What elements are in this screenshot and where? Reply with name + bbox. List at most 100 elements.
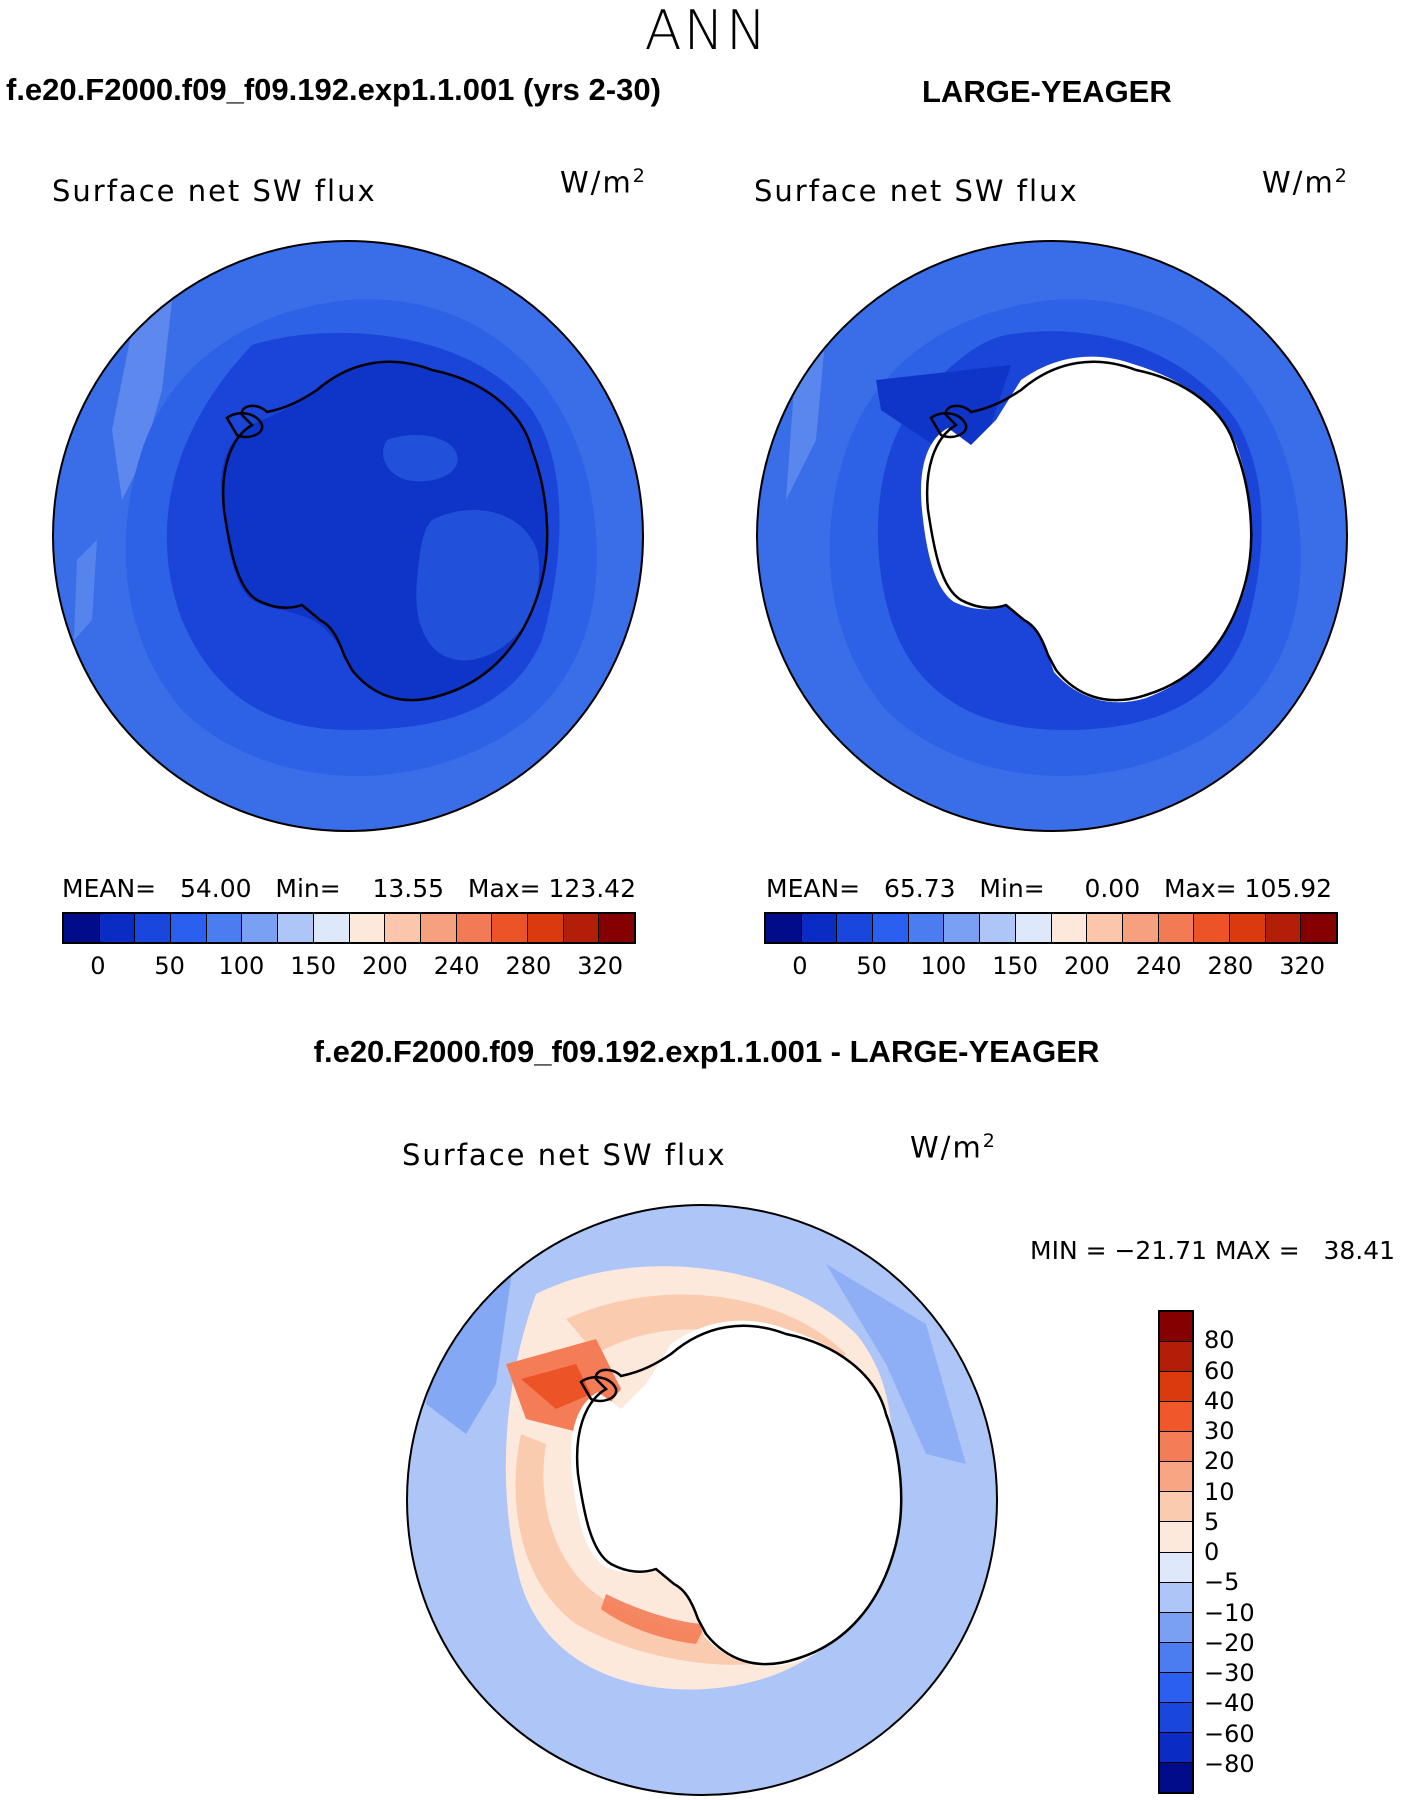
panel1-polar-map bbox=[52, 240, 644, 832]
diff-colorbar-swatch bbox=[1160, 1372, 1192, 1403]
diff-colorbar-tick-label: 40 bbox=[1204, 1386, 1235, 1415]
panel2-colorbar-swatch bbox=[1122, 914, 1159, 942]
diff-minmax: MIN = −21.71 MAX = 38.41 bbox=[1030, 1236, 1396, 1265]
diff-colorbar-swatch bbox=[1160, 1522, 1192, 1553]
panel2-colorbar-swatch bbox=[1265, 914, 1302, 942]
panel2-colorbar-tick-label: 280 bbox=[1207, 952, 1254, 980]
panel2-colorbar-swatch bbox=[944, 914, 981, 942]
panel1-colorbar-ticks: 0 50 100 150 200 240 280 320 bbox=[62, 952, 636, 982]
diff-colorbar-swatch bbox=[1160, 1462, 1192, 1493]
panel1-colorbar-swatch bbox=[313, 914, 350, 942]
diff-colorbar-tick-label: 10 bbox=[1204, 1477, 1235, 1506]
diff-colorbar-tick-label: 60 bbox=[1204, 1356, 1235, 1385]
panel1-colorbar-swatch bbox=[349, 914, 386, 942]
panel2-colorbar-swatch bbox=[1051, 914, 1088, 942]
panel1-colorbar-tick-label: 320 bbox=[577, 952, 624, 980]
season-title: ANN bbox=[644, 0, 769, 62]
panel1-colorbar-tick-label: 240 bbox=[433, 952, 480, 980]
panel2-colorbar-swatch bbox=[908, 914, 945, 942]
panel1-colorbar-swatch bbox=[242, 914, 279, 942]
panel2-variable: Surface net SW flux bbox=[754, 174, 1079, 208]
diff-colorbar-tick-label: −5 bbox=[1204, 1568, 1240, 1597]
diff-colorbar-swatch bbox=[1160, 1762, 1192, 1792]
panel1-colorbar-tick-label: 0 bbox=[90, 952, 106, 980]
panel2-units: W/m2 bbox=[1262, 165, 1349, 200]
panel1-colorbar-tick-label: 100 bbox=[218, 952, 265, 980]
panel1-colorbar-swatch bbox=[527, 914, 564, 942]
panel1-colorbar-tick-label: 50 bbox=[154, 952, 185, 980]
case-title-model: f.e20.F2000.f09_f09.192.exp1.1.001 (yrs … bbox=[6, 72, 661, 107]
panel1-units: W/m2 bbox=[560, 165, 647, 200]
case-title-obs: LARGE-YEAGER bbox=[922, 74, 1172, 109]
diff-colorbar-tick-label: −10 bbox=[1204, 1598, 1255, 1627]
panel2-stats: MEAN= 65.73 Min= 0.00 Max= 105.92 bbox=[766, 874, 1333, 903]
panel1-colorbar-tick-label: 280 bbox=[505, 952, 552, 980]
diff-colorbar bbox=[1158, 1310, 1194, 1794]
panel2-colorbar-tick-label: 100 bbox=[920, 952, 967, 980]
panel1-colorbar-swatch bbox=[206, 914, 243, 942]
diff-colorbar-tick-label: −80 bbox=[1204, 1749, 1255, 1778]
diff-colorbar-tick-label: 80 bbox=[1204, 1326, 1235, 1355]
panel1-colorbar-tick-label: 200 bbox=[361, 952, 408, 980]
diff-colorbar-swatch bbox=[1160, 1642, 1192, 1673]
panel1-colorbar-swatch bbox=[278, 914, 314, 942]
diff-colorbar-tick-label: −30 bbox=[1204, 1659, 1255, 1687]
diff-colorbar-swatch bbox=[1160, 1492, 1192, 1523]
panel1-stats: MEAN= 54.00 Min= 13.55 Max= 123.42 bbox=[62, 874, 636, 903]
panel2-colorbar-swatch bbox=[1158, 914, 1195, 942]
diff-polar-map bbox=[406, 1204, 998, 1796]
panel1-colorbar-tick-label: 150 bbox=[290, 952, 337, 980]
diff-colorbar-swatch bbox=[1160, 1672, 1192, 1703]
panel1-colorbar-swatch bbox=[492, 914, 528, 942]
panel1-colorbar-swatch bbox=[135, 914, 172, 942]
diff-colorbar-swatch bbox=[1160, 1312, 1192, 1343]
panel1-colorbar-swatch bbox=[599, 914, 634, 942]
panel2-colorbar-swatch bbox=[1194, 914, 1230, 942]
panel2-polar-map bbox=[756, 240, 1348, 832]
diff-colorbar-swatch bbox=[1160, 1612, 1192, 1643]
panel2-colorbar-swatch bbox=[837, 914, 874, 942]
panel2-colorbar-swatch bbox=[801, 914, 838, 942]
panel2-colorbar-tick-label: 240 bbox=[1135, 952, 1182, 980]
diff-colorbar-tick-label: −40 bbox=[1204, 1689, 1255, 1718]
panel1-colorbar bbox=[62, 912, 636, 944]
panel1-colorbar-swatch bbox=[385, 914, 421, 942]
diff-colorbar-swatch bbox=[1160, 1732, 1192, 1763]
panel1-colorbar-swatch bbox=[563, 914, 600, 942]
diff-units: W/m2 bbox=[910, 1130, 997, 1165]
panel2-colorbar-tick-label: 320 bbox=[1279, 952, 1326, 980]
diff-title: f.e20.F2000.f09_f09.192.exp1.1.001 - LAR… bbox=[313, 1034, 1100, 1069]
diff-colorbar-swatch bbox=[1160, 1402, 1192, 1433]
diff-colorbar-swatch bbox=[1160, 1582, 1192, 1613]
diff-colorbar-tick-label: 5 bbox=[1204, 1507, 1220, 1536]
panel2-colorbar-tick-label: 200 bbox=[1063, 952, 1110, 980]
panel2-colorbar-tick-label: 0 bbox=[792, 952, 808, 980]
panel2-colorbar-swatch bbox=[1087, 914, 1123, 942]
diff-variable: Surface net SW flux bbox=[402, 1138, 727, 1172]
panel2-colorbar-swatch bbox=[766, 914, 802, 942]
panel2-colorbar-swatch bbox=[1301, 914, 1336, 942]
panel2-colorbar-swatch bbox=[980, 914, 1016, 942]
diff-colorbar-swatch bbox=[1160, 1432, 1192, 1463]
panel1-colorbar-swatch bbox=[456, 914, 493, 942]
diff-colorbar-tick-label: −60 bbox=[1204, 1719, 1255, 1748]
diff-colorbar-tick-label: 30 bbox=[1204, 1417, 1235, 1445]
diff-colorbar-swatch bbox=[1160, 1342, 1192, 1373]
panel2-colorbar-swatch bbox=[1015, 914, 1052, 942]
panel2-colorbar bbox=[764, 912, 1338, 944]
panel1-colorbar-swatch bbox=[64, 914, 100, 942]
diff-colorbar-tick-label: 20 bbox=[1204, 1447, 1235, 1476]
panel1-colorbar-swatch bbox=[99, 914, 136, 942]
panel1-colorbar-swatch bbox=[171, 914, 207, 942]
panel2-colorbar-tick-label: 150 bbox=[992, 952, 1039, 980]
diff-colorbar-tick-label: −20 bbox=[1204, 1628, 1255, 1657]
diff-colorbar-ticks: 80 60 40 30 20 10 5 0 −5 −10 −20 −30 −40 −60 −80 bbox=[1204, 1310, 1284, 1794]
panel1-variable: Surface net SW flux bbox=[52, 174, 377, 208]
panel2-colorbar-swatch bbox=[1229, 914, 1266, 942]
panel2-colorbar-swatch bbox=[873, 914, 909, 942]
panel2-colorbar-tick-label: 50 bbox=[856, 952, 887, 980]
diff-colorbar-tick-label: 0 bbox=[1204, 1538, 1220, 1566]
panel2-colorbar-ticks: 0 50 100 150 200 240 280 320 bbox=[764, 952, 1338, 982]
diff-colorbar-swatch bbox=[1160, 1702, 1192, 1733]
diff-colorbar-swatch bbox=[1160, 1552, 1192, 1583]
